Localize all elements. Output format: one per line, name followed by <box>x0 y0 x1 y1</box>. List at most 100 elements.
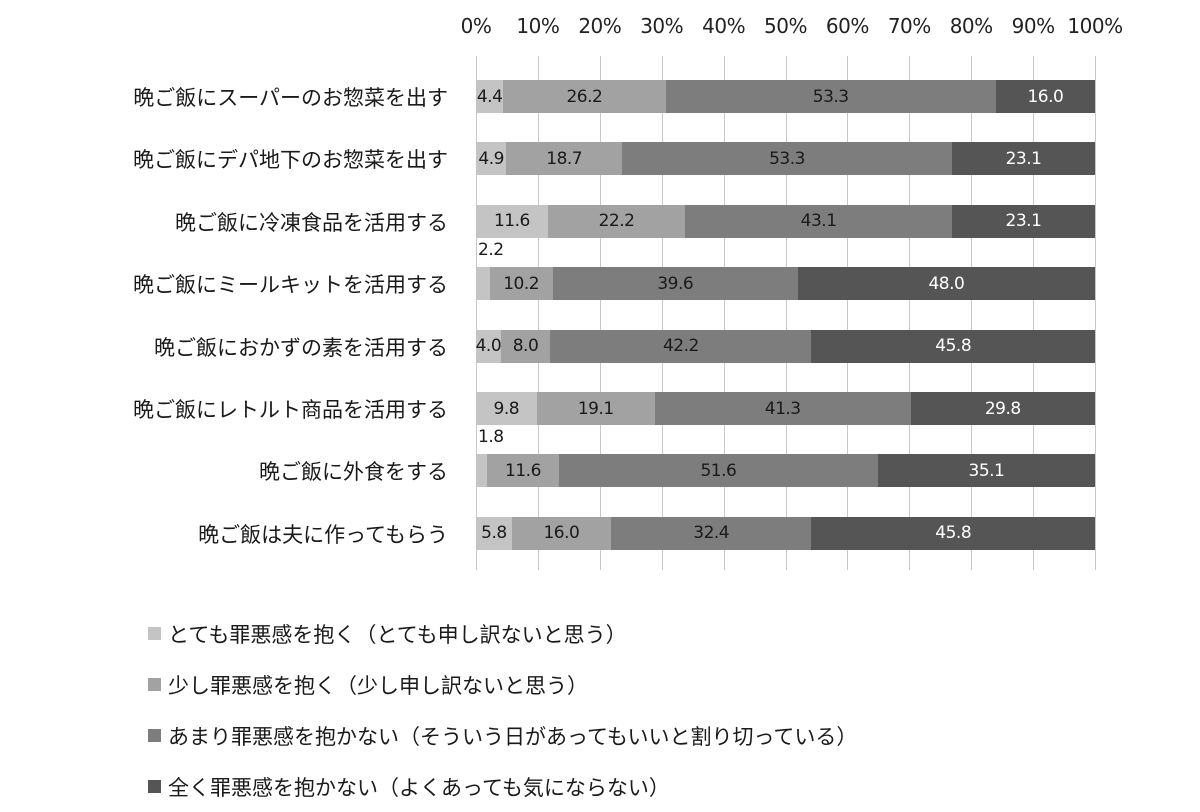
value-label: 53.3 <box>769 148 805 169</box>
category-label: 晩ご飯にミールキットを活用する <box>133 273 448 298</box>
x-tick-label: 30% <box>640 14 684 38</box>
bar-segment: 11.6 <box>487 454 559 488</box>
gridline <box>847 56 849 570</box>
bar-segment: 4.9 <box>476 142 507 176</box>
category-label: 晩ご飯にレトルト商品を活用する <box>133 398 448 422</box>
legend-item: あまり罪悪感を抱かない（そういう日があってもいいと割り切っている） <box>148 710 857 761</box>
gridline <box>785 56 787 570</box>
legend-swatch-icon <box>148 627 161 640</box>
value-label: 4.4 <box>476 86 503 107</box>
bar-segment: 45.8 <box>811 516 1095 550</box>
bar-segment: 41.3 <box>654 392 911 425</box>
x-tick-label: 0% <box>460 14 492 38</box>
x-axis-tick-labels: 0% 10% 20% 30% 40% 50% 60% 70% 80% 90% 100% <box>0 14 1200 44</box>
category-label: 晩ご飯にデパ地下のお惣菜を出す <box>133 148 448 173</box>
bar-segment: 45.8 <box>811 329 1095 363</box>
bar-row: 4.0 8.0 42.2 45.8 <box>475 329 1095 363</box>
gridline <box>476 56 477 570</box>
bar-row: 4.4 26.2 53.3 16.0 <box>476 80 1095 113</box>
x-tick-label: 70% <box>887 14 931 38</box>
bar-segment: 22.2 <box>547 204 686 238</box>
gridline <box>909 56 911 570</box>
bar-segment: 11.6 <box>476 204 548 238</box>
bar-segment: 42.2 <box>550 329 812 363</box>
legend-label: 全く罪悪感を抱かない（よくあっても気にならない） <box>168 775 670 800</box>
bar-segment: 35.1 <box>877 454 1095 488</box>
bar-segment: 48.0 <box>797 267 1095 301</box>
legend-item: 少し罪悪感を抱く（少し申し訳ないと思う） <box>148 659 857 710</box>
bar-segment: 51.6 <box>558 454 878 488</box>
value-label: 4.9 <box>478 148 504 169</box>
value-label: 41.3 <box>764 398 801 419</box>
legend-label: とても罪悪感を抱く（とても申し訳ないと思う） <box>168 622 627 647</box>
gridline <box>537 56 539 570</box>
value-label: 45.8 <box>935 336 972 357</box>
bar-segment: 26.2 <box>503 80 666 113</box>
bar-segment: 16.0 <box>995 80 1095 113</box>
gridline <box>661 56 663 570</box>
plot-area: 4.4 26.2 53.3 16.0 4.9 18.7 53.3 23.1 11.6 22.2 43… <box>475 56 1096 570</box>
bar-segment: 53.3 <box>665 80 996 113</box>
value-label: 19.1 <box>577 398 614 419</box>
bar-segment: 16.0 <box>511 516 611 550</box>
value-label: 53.3 <box>812 86 849 107</box>
bar-segment: 10.2 <box>489 267 553 301</box>
category-label: 晩ご飯に冷凍食品を活用する <box>175 210 448 235</box>
value-label: 26.2 <box>566 86 603 107</box>
bar-row: 11.6 51.6 35.1 <box>476 454 1095 488</box>
value-label: 11.6 <box>493 211 530 232</box>
gridline <box>1095 56 1096 570</box>
category-label: 晩ご飯に外食をする <box>259 460 448 485</box>
value-label: 35.1 <box>968 460 1005 481</box>
x-tick-label: 10% <box>516 14 560 38</box>
x-tick-label: 50% <box>764 14 807 38</box>
value-label: 45.8 <box>935 523 972 544</box>
legend-swatch-icon <box>148 729 161 742</box>
gridline <box>1033 56 1035 570</box>
bar-row: 4.9 18.7 53.3 23.1 <box>476 142 1095 176</box>
x-tick-label: 40% <box>702 14 746 38</box>
legend-swatch-icon <box>148 780 161 793</box>
bar-segment: 8.0 <box>500 329 551 363</box>
value-label: 11.6 <box>505 460 541 481</box>
bar-segment: 29.8 <box>910 392 1095 425</box>
value-label: 5.8 <box>481 523 507 544</box>
legend: とても罪悪感を抱く（とても申し訳ないと思う） 少し罪悪感を抱く（少し申し訳ないと思… <box>148 608 857 812</box>
value-label: 48.0 <box>928 273 965 294</box>
value-label: 23.1 <box>1005 211 1042 232</box>
value-label: 8.0 <box>512 336 539 357</box>
bar-segment: 43.1 <box>685 204 952 238</box>
bar-segment: 32.4 <box>610 516 812 550</box>
value-label: 4.0 <box>475 336 502 357</box>
legend-item: とても罪悪感を抱く（とても申し訳ないと思う） <box>148 608 857 659</box>
value-label: 23.1 <box>1005 148 1042 169</box>
bar-segment: 18.7 <box>506 142 623 176</box>
bar-row: 5.8 16.0 32.4 45.8 <box>476 516 1095 550</box>
bar-segment: 19.1 <box>536 392 655 425</box>
category-label: 晩ご飯にスーパーのお惣菜を出す <box>133 86 448 110</box>
value-label: 22.2 <box>598 211 635 232</box>
bar-segment: 9.8 <box>476 392 537 425</box>
bar-segment: 23.1 <box>952 142 1095 176</box>
bar-segment: 39.6 <box>552 267 798 301</box>
value-label: 9.8 <box>493 398 520 419</box>
value-label: 32.4 <box>693 523 730 544</box>
x-tick-label: 100% <box>1067 14 1123 38</box>
legend-label: あまり罪悪感を抱かない（そういう日があってもいいと割り切っている） <box>168 724 858 749</box>
bar-segment: 53.3 <box>622 142 952 176</box>
bar-segment: 4.0 <box>475 329 502 363</box>
x-tick-label: 60% <box>825 14 869 38</box>
bar-segment <box>476 267 490 301</box>
legend-swatch-icon <box>148 678 161 691</box>
bar-row: 10.2 39.6 48.0 <box>476 267 1095 301</box>
value-label: 39.6 <box>657 273 694 294</box>
category-label: 晩ご飯は夫に作ってもらう <box>198 522 448 547</box>
value-label: 10.2 <box>503 273 540 294</box>
x-tick-label: 90% <box>1011 14 1055 38</box>
gridline <box>599 56 601 570</box>
bar-segment <box>476 454 488 488</box>
bar-row: 11.6 22.2 43.1 23.1 <box>476 204 1095 238</box>
bar-segment: 4.4 <box>476 80 504 113</box>
x-tick-label: 80% <box>949 14 993 38</box>
value-label: 16.0 <box>543 523 580 544</box>
